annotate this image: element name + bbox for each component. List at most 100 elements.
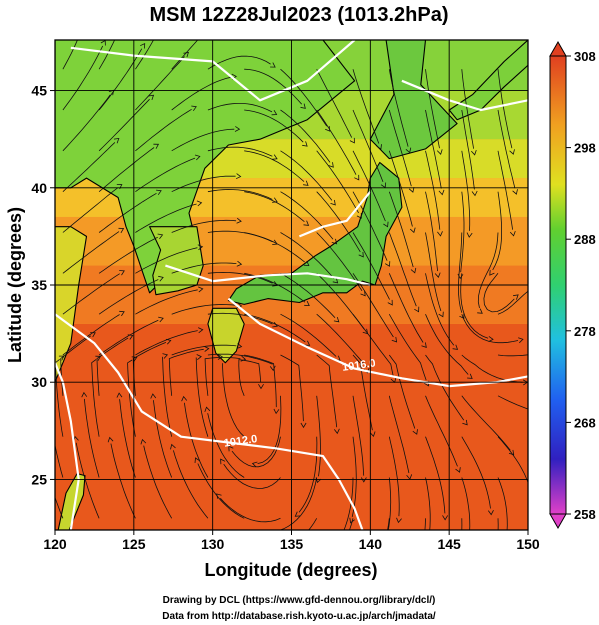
streamline [98, 48, 143, 111]
streamline [497, 150, 513, 230]
streamline [280, 313, 337, 357]
streamline [461, 354, 523, 383]
streamline [492, 191, 503, 271]
wind-streamlines [46, 40, 528, 595]
streamline-arrow [408, 187, 415, 193]
streamline-arrow [358, 590, 363, 595]
streamline [207, 103, 273, 113]
streamline [460, 273, 489, 339]
streamline-arrow [383, 221, 389, 228]
streamline-arrow [421, 342, 427, 348]
streamline-arrow [508, 449, 515, 456]
streamline-arrow [46, 393, 51, 398]
streamline-arrow [471, 190, 478, 197]
streamline-arrow [501, 557, 506, 562]
streamline-arrow [513, 294, 519, 300]
streamline-arrow [325, 126, 331, 132]
streamline-arrow [240, 355, 247, 362]
streamline [171, 128, 235, 152]
x-axis: 120 125 130 135 140 145 150 [43, 530, 540, 552]
streamline [135, 247, 198, 274]
streamline-arrow [228, 445, 234, 452]
streamline-arrow [181, 395, 188, 402]
streamline-arrow [273, 408, 280, 415]
streamline-arrow [379, 557, 383, 562]
land-honshu [227, 161, 403, 305]
streamline-arrow [170, 443, 176, 450]
streamline [316, 69, 353, 138]
streamline-arrow [328, 162, 334, 168]
contour-label: 1016.0 [341, 357, 376, 374]
streamline-arrow [217, 353, 224, 360]
streamline [352, 354, 373, 431]
streamline [316, 313, 367, 367]
colorbar: 258 268 278 288 298 308 [549, 40, 596, 530]
y-tick-label: 40 [31, 180, 47, 196]
streamline-arrow [113, 138, 120, 144]
streamline [110, 443, 136, 519]
streamline [497, 109, 516, 189]
streamline-arrow [487, 510, 494, 516]
y-tick-label: 25 [31, 471, 47, 487]
streamline-arrow [204, 346, 210, 352]
x-axis-label: Longitude (degrees) [204, 560, 377, 580]
colorbar-top-arrow [549, 40, 567, 57]
streamline [98, 319, 159, 356]
streamline [461, 69, 474, 149]
isobar [298, 191, 372, 238]
streamline [257, 395, 282, 464]
streamline-arrow [194, 154, 201, 161]
streamline-arrow [489, 270, 495, 276]
streamline-arrow [303, 180, 309, 186]
streamline [119, 399, 136, 478]
streamline-arrow [466, 232, 473, 238]
streamline [55, 496, 64, 519]
streamline-arrow [220, 458, 226, 465]
streamline [497, 290, 528, 315]
streamline-arrow [157, 233, 164, 240]
streamline [153, 400, 173, 478]
streamline-arrow [270, 62, 276, 68]
streamline-arrow [272, 197, 278, 203]
streamline [388, 69, 409, 147]
streamline [316, 395, 321, 477]
y-axis: 25 30 35 40 45 [31, 83, 55, 487]
streamline [75, 442, 100, 519]
streamline [497, 354, 528, 357]
streamline-arrow [409, 227, 416, 234]
streamline [425, 109, 442, 189]
streamline [388, 354, 416, 429]
contour-label: 1012.0 [223, 433, 258, 450]
streamline-arrow [148, 94, 155, 101]
isobar [165, 264, 371, 287]
streamline-arrow [300, 422, 307, 429]
streamline-arrow [452, 344, 459, 350]
streamline-arrow [118, 227, 125, 234]
streamline-arrow [116, 392, 123, 398]
streamline [135, 289, 198, 315]
streamline-arrow [412, 429, 418, 435]
streamline-arrow [464, 558, 469, 563]
streamline-arrow [196, 354, 202, 361]
streamline [280, 191, 334, 240]
streamline [280, 150, 333, 201]
x-tick-label: 145 [437, 536, 461, 552]
streamline [244, 191, 305, 223]
streamline [316, 191, 361, 253]
streamline [207, 413, 245, 478]
streamline-arrow [158, 275, 164, 282]
streamline [352, 313, 394, 377]
grid-lines [55, 40, 528, 530]
x-tick-label: 140 [359, 536, 383, 552]
streamline-arrow [414, 306, 420, 313]
streamline [280, 109, 331, 163]
streamline [127, 359, 136, 437]
streamline-arrow [410, 267, 417, 274]
streamline-arrow [302, 141, 308, 147]
streamline-arrow [387, 299, 393, 306]
streamline-arrow [158, 316, 164, 323]
streamline [298, 436, 318, 513]
streamline-arrow [438, 311, 444, 318]
streamline-arrow [405, 147, 412, 154]
